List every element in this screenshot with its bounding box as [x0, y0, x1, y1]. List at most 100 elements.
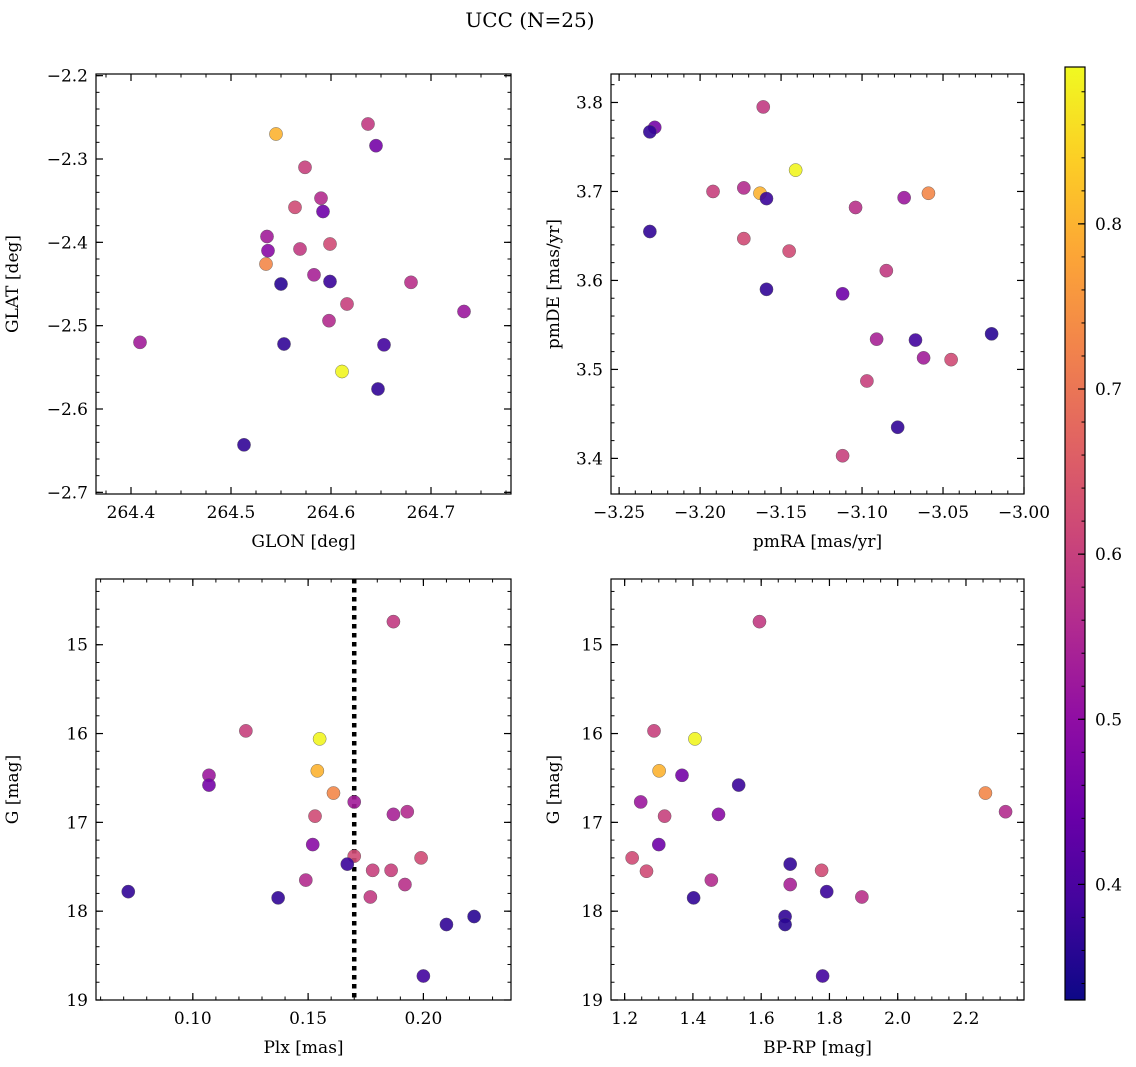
scatter-point	[647, 724, 661, 738]
scatter-point	[347, 795, 362, 809]
x-tick-label: 264.6	[307, 503, 356, 523]
scatter-point	[439, 917, 454, 932]
colorbar-tick-label: 0.4	[1095, 875, 1122, 895]
scatter-point	[737, 231, 751, 246]
y-tick-label: 3.5	[576, 360, 603, 380]
scatter-point	[457, 304, 471, 319]
scatter-point	[782, 244, 796, 258]
scatter-point	[335, 364, 349, 379]
y-tick-label: −2.3	[47, 150, 88, 170]
scatter-point	[652, 764, 666, 778]
scatter-point	[711, 807, 726, 822]
x-axis-label: pmRA [mas/yr]	[753, 532, 882, 552]
axes-frame	[610, 73, 1025, 495]
scatter-point	[299, 873, 313, 887]
scatter-point	[651, 837, 666, 852]
x-tick-label: −3.20	[674, 503, 726, 523]
x-tick-label: 0.15	[289, 1009, 327, 1029]
x-axis-label: GLON [deg]	[251, 532, 355, 552]
colorbar-tick-label: 0.6	[1095, 545, 1122, 565]
scatter-point	[316, 204, 330, 219]
scatter-point	[916, 351, 931, 365]
scatter-point	[759, 191, 774, 206]
scatter-point	[835, 448, 850, 463]
scatter-point	[361, 117, 375, 131]
scatter-point	[340, 857, 355, 871]
y-axis-label: GLAT [deg]	[3, 235, 23, 333]
x-tick-label: 264.5	[207, 503, 256, 523]
scatter-point	[369, 138, 383, 153]
scatter-point	[759, 282, 774, 297]
scatter-point	[340, 297, 354, 311]
scatter-point	[783, 877, 797, 892]
y-tick-label: −2.5	[47, 317, 88, 337]
scatter-points	[625, 614, 1013, 983]
y-tick-label: −2.4	[47, 233, 88, 253]
colorbar-tick-label: 0.7	[1095, 380, 1122, 400]
scatter-point	[377, 338, 391, 352]
panel-plx-g: 0.10 0.15 0.20 15 16 17 18 19 Plx [mas] G [mag]	[3, 578, 512, 1058]
colorbar-tick-label: 0.8	[1095, 215, 1122, 235]
scatter-point	[869, 332, 884, 346]
scatter-point	[384, 863, 398, 878]
x-tick-label: −3.05	[917, 503, 969, 523]
y-tick-label: 17	[66, 813, 88, 833]
y-tick-label: 3.6	[576, 271, 603, 291]
scatter-point	[288, 200, 302, 215]
scatter-point	[307, 268, 321, 282]
minor-ticks	[611, 579, 1024, 1001]
scatter-point	[814, 863, 829, 878]
scatter-point	[625, 851, 639, 865]
scatter-point	[998, 804, 1013, 819]
panel-glon-glat: 264.4 264.5 264.6 264.7 −2.2 −2.3 −2.4 −2.5 −2.6…	[3, 67, 512, 552]
scatter-point	[308, 809, 322, 823]
y-tick-label: 16	[66, 725, 88, 745]
scatter-point	[259, 257, 273, 271]
scatter-point	[675, 768, 689, 783]
y-tick-label: 3.7	[576, 182, 603, 202]
y-tick-label: −2.7	[47, 483, 88, 503]
y-axis-label: pmDE [mas/yr]	[544, 219, 564, 349]
y-tick-label: −2.2	[47, 67, 88, 87]
scatter-point	[756, 100, 771, 114]
x-tick-label: 1.6	[748, 1009, 775, 1029]
scatter-point	[414, 851, 428, 865]
scatter-point	[835, 286, 850, 301]
scatter-point	[657, 809, 672, 823]
scatter-point	[879, 263, 894, 278]
scatter-point	[322, 313, 336, 328]
x-tick-label: 264.7	[407, 503, 456, 523]
axes-frame	[95, 578, 512, 1001]
x-tick-label: 264.4	[107, 503, 156, 523]
x-tick-label: 2.2	[952, 1009, 979, 1029]
scatter-point	[314, 191, 328, 205]
scatter-point	[815, 969, 830, 983]
y-axis-label: G [mag]	[544, 755, 564, 824]
axes-frame	[95, 73, 512, 495]
scatter-point	[404, 275, 418, 290]
colorbar: 0.4 0.5 0.6 0.7 0.8	[1064, 66, 1122, 1001]
y-tick-label: 18	[581, 902, 603, 922]
scatter-point	[261, 243, 275, 258]
scatter-points	[133, 117, 471, 452]
y-tick-label: 17	[581, 813, 603, 833]
scatter-point	[312, 732, 327, 746]
scatter-point	[978, 786, 993, 800]
x-tick-label: −3.10	[836, 503, 888, 523]
scatter-point	[323, 237, 337, 251]
scatter-point	[271, 891, 285, 905]
scatter-point	[293, 242, 307, 256]
scatter-point	[921, 186, 936, 201]
scatter-point	[260, 229, 274, 244]
scatter-point	[897, 190, 911, 205]
x-tick-label: −3.25	[593, 503, 645, 523]
x-axis-label: BP-RP [mag]	[763, 1038, 872, 1058]
scatter-point	[237, 438, 251, 452]
panel-pmra-pmde: −3.25 −3.20 −3.15 −3.10 −3.05 −3.00 3.4 3.5 3.6 3…	[544, 73, 1050, 552]
scatter-point	[908, 333, 923, 347]
x-tick-label: 1.2	[611, 1009, 638, 1029]
y-axis-label: G [mag]	[3, 755, 23, 824]
y-tick-label: 16	[581, 725, 603, 745]
scatter-point	[133, 335, 147, 350]
scatter-point	[416, 969, 431, 983]
